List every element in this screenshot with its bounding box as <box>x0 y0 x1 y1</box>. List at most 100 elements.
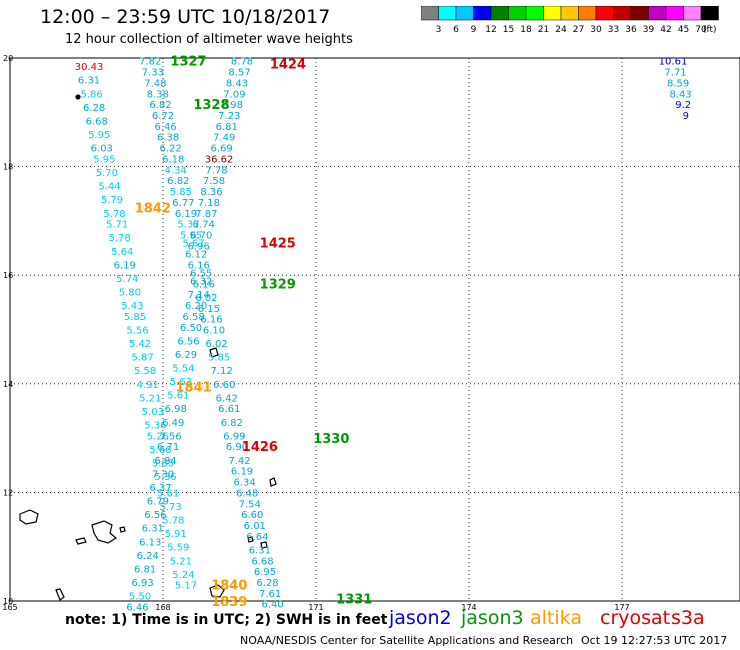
wave-height-value: 6.58 <box>182 312 204 323</box>
wave-height-value: 7.30 <box>152 469 174 480</box>
island-outline <box>269 477 277 487</box>
wave-height-value: 10.61 <box>659 57 688 68</box>
wave-height-value: 5.42 <box>129 339 151 350</box>
wave-height-value: 6.42 <box>216 393 238 404</box>
wave-height-value: 6.56 <box>144 510 166 521</box>
wave-height-value: 6.19 <box>175 209 197 220</box>
wave-height-value: 7.82 <box>139 57 161 68</box>
wave-height-value: 9.2 <box>675 100 691 111</box>
wave-height-value: 6.10 <box>203 326 225 337</box>
pass-label: 1842 <box>135 201 171 216</box>
wave-height-value: 6.34 <box>233 478 255 489</box>
wave-height-value: 4.34 <box>165 165 187 176</box>
wave-height-value: 5.80 <box>119 287 141 298</box>
wave-height-value: 6.01 <box>244 521 266 532</box>
wave-height-value: 6.22 <box>160 144 182 155</box>
wave-height-value: 7.58 <box>203 176 225 187</box>
wave-height-value: 8.59 <box>667 78 689 89</box>
wave-height-value: 4.91 <box>137 380 159 391</box>
wave-height-value: 6.16 <box>188 260 210 271</box>
wave-height-value: 5.50 <box>129 592 151 603</box>
island-outline <box>75 537 87 545</box>
wave-height-value: 6.31 <box>249 545 271 556</box>
island-outline <box>119 526 126 533</box>
wave-height-value: 8.38 <box>147 89 169 100</box>
wave-height-value: 7.48 <box>144 78 166 89</box>
wave-height-value: 6.77 <box>172 198 194 209</box>
wave-height-value: 6.19 <box>231 467 253 478</box>
wave-height-value: 5.73 <box>160 502 182 513</box>
pass-label: 1424 <box>270 57 306 72</box>
wave-height-value: 6.13 <box>139 537 161 548</box>
wave-height-value: 6.32 <box>190 277 212 288</box>
wave-height-value: 5.85 <box>124 312 146 323</box>
island-outline <box>209 584 225 598</box>
wave-height-value: 5.78 <box>109 233 131 244</box>
island-outline <box>19 509 39 525</box>
wave-height-value: 5.63 <box>170 377 192 388</box>
wave-height-value: 5.36 <box>144 421 166 432</box>
island-outlines <box>19 94 277 601</box>
wave-height-value: 6.20 <box>185 301 207 312</box>
wave-height-value: 6.90 <box>226 442 248 453</box>
legend-label: 36 <box>625 25 637 35</box>
wave-height-value: 5.67 <box>182 239 204 250</box>
wave-height-value: 6.70 <box>190 230 212 241</box>
generation-timestamp: Oct 19 12:27:53 UTC 2017 <box>581 634 728 647</box>
wave-height-value: 6.81 <box>216 122 238 133</box>
map-title: 12:00 – 23:59 UTC 10/18/2017 <box>40 6 331 28</box>
wave-height-value: 6.15 <box>198 304 220 315</box>
wave-height-value: 6.95 <box>254 567 276 578</box>
wave-height-value: 6.93 <box>131 578 153 589</box>
wave-height-value: 5.85 <box>152 459 174 470</box>
wave-height-value: 6.29 <box>175 350 197 361</box>
wave-height-value: 7.12 <box>211 366 233 377</box>
wave-height-value: 7.54 <box>239 499 261 510</box>
wave-height-value: 30.43 <box>75 62 104 73</box>
satellite-jason2: jason2 <box>389 607 452 629</box>
legend-label: 9 <box>471 25 477 35</box>
wave-height-value: 6.82 <box>167 176 189 187</box>
legend-label: 15 <box>503 25 514 35</box>
legend-label: 70 <box>695 25 707 35</box>
island-outline <box>55 588 65 601</box>
wave-height-value: 7.87 <box>195 209 217 220</box>
wave-height-value: 5.79 <box>101 195 123 206</box>
pass-label: 1426 <box>242 440 278 455</box>
wave-height-value: 6.98 <box>165 404 187 415</box>
island-outline <box>260 541 268 549</box>
satellite-s3a: s3a <box>671 607 705 629</box>
wave-height-value: 5.95 <box>180 230 202 241</box>
wave-height-value: 5.43 <box>121 301 143 312</box>
pass-label: 1839 <box>211 595 247 610</box>
wave-height-value: 6.31 <box>78 76 100 87</box>
lon-label: 174 <box>461 603 476 612</box>
wave-height-value: 6.48 <box>236 488 258 499</box>
wave-height-value: 6.69 <box>211 144 233 155</box>
wave-height-value: 6.49 <box>162 418 184 429</box>
island-outline <box>247 536 254 543</box>
wave-height-value: 6.16 <box>193 279 215 290</box>
lat-label: 14 <box>3 380 13 389</box>
wave-height-value: 5.21 <box>139 393 161 404</box>
wave-height-value: 6.37 <box>149 483 171 494</box>
wave-height-value: 6.99 <box>223 431 245 442</box>
wave-height-value: 5.03 <box>142 407 164 418</box>
wave-height-value: 6.50 <box>180 323 202 334</box>
wave-height-value: 8.78 <box>231 57 253 68</box>
wave-height-value: 5.21 <box>170 556 192 567</box>
wave-height-value: 5.85 <box>170 187 192 198</box>
legend-label: 39 <box>643 25 655 35</box>
wave-height-value: 5.91 <box>165 529 187 540</box>
wave-height-value: 6.31 <box>142 524 164 535</box>
wave-height-value: 6.38 <box>157 133 179 144</box>
wave-height-value: 6.84 <box>154 456 176 467</box>
pass-label: 1330 <box>313 432 349 447</box>
wave-height-value: 6.18 <box>162 154 184 165</box>
wave-height-value: 7.09 <box>223 89 245 100</box>
wave-height-value: 6.72 <box>152 111 174 122</box>
legend-label: 21 <box>538 25 549 35</box>
pass-label: 1329 <box>260 277 296 292</box>
